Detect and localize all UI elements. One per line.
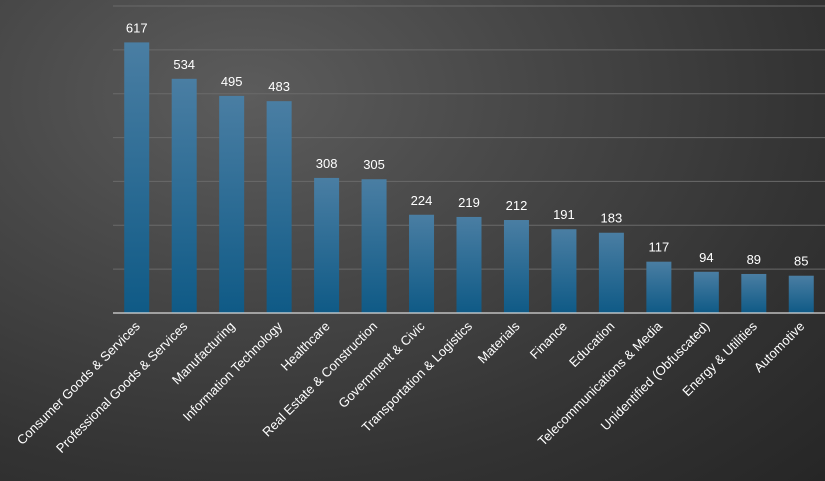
- bar: [456, 216, 482, 313]
- bar: [741, 273, 767, 313]
- bar: [551, 229, 577, 313]
- data-label: 117: [648, 240, 669, 255]
- bar: [693, 271, 719, 313]
- category-label: Government & Civic: [335, 318, 428, 411]
- data-label: 191: [553, 207, 575, 222]
- category-label: Materials: [475, 318, 523, 366]
- category-label: Finance: [527, 319, 570, 362]
- bar: [598, 232, 624, 313]
- bar: [503, 220, 529, 313]
- bar: [266, 101, 292, 313]
- data-label: 89: [747, 252, 761, 267]
- data-label: 212: [506, 198, 528, 213]
- bar: [361, 179, 387, 313]
- bar: [219, 95, 245, 314]
- data-label: 617: [126, 20, 148, 35]
- data-label: 483: [268, 79, 290, 94]
- bar: [314, 177, 340, 313]
- data-labels: 617 534 495 483 308 305 224 219 212 191 183 117 94 89…: [126, 20, 809, 268]
- data-label: 224: [411, 193, 433, 208]
- bar: [171, 78, 197, 313]
- bar: [409, 214, 435, 313]
- data-label: 534: [173, 57, 195, 72]
- bars: [124, 42, 814, 314]
- data-label: 305: [363, 157, 385, 172]
- data-label: 94: [699, 250, 713, 265]
- category-label: Automotive: [751, 319, 808, 376]
- bar: [124, 42, 150, 313]
- data-label: 495: [221, 74, 243, 89]
- bar: [788, 275, 814, 313]
- data-label: 183: [601, 211, 623, 226]
- data-label: 85: [794, 254, 808, 269]
- data-label: 308: [316, 156, 338, 171]
- data-label: 219: [458, 195, 480, 210]
- bar: [646, 261, 672, 313]
